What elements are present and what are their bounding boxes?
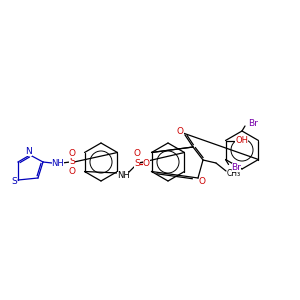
Text: O: O [68, 148, 76, 158]
Text: O: O [68, 167, 76, 176]
Text: O: O [134, 149, 140, 158]
Text: O: O [199, 176, 206, 185]
Text: N: N [26, 146, 32, 155]
Text: O: O [142, 158, 149, 167]
Text: S: S [11, 176, 17, 185]
Text: S: S [69, 158, 75, 166]
Text: OH: OH [235, 136, 248, 145]
Text: NH: NH [117, 172, 129, 181]
Text: Br: Br [232, 163, 242, 172]
Text: O: O [176, 127, 184, 136]
Text: CH₃: CH₃ [227, 169, 241, 178]
Text: NH: NH [52, 158, 64, 167]
Text: S: S [134, 158, 140, 167]
Text: Br: Br [248, 118, 258, 127]
